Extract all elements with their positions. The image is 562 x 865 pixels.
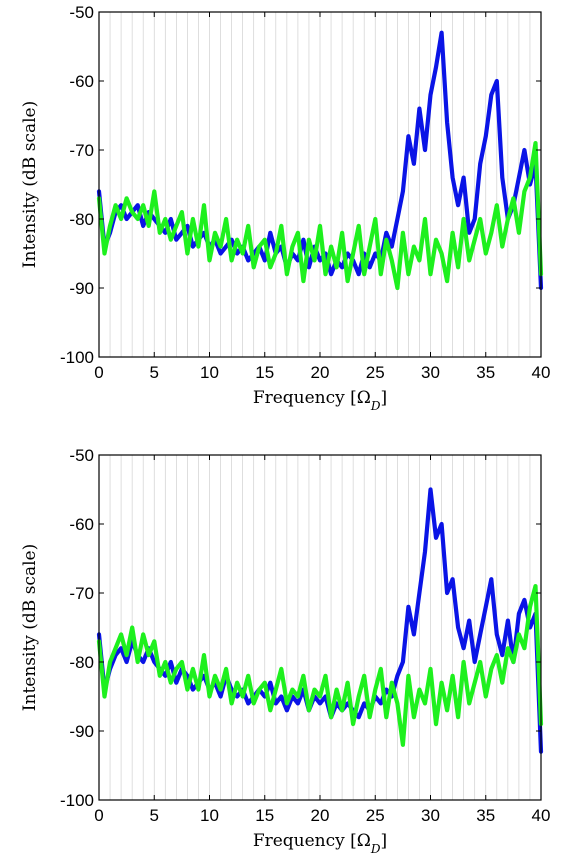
y-axis-label: Intensity (dB scale) <box>20 544 40 711</box>
top-chart-panel: 0 5 10 15 20 25 30 35 40 -100 -90 -80 -70 -60 -50 Frequ… <box>20 3 550 413</box>
x-tick-label: 15 <box>255 806 274 825</box>
green-series-line <box>96 584 544 747</box>
x-tick-label: 30 <box>421 806 440 825</box>
x-tick-label: 40 <box>532 806 551 825</box>
y-tick-label: -80 <box>69 210 94 229</box>
x-tick-label: 20 <box>311 806 330 825</box>
x-tick-label: 10 <box>200 806 219 825</box>
x-axis-label: Frequency [ΩD] <box>253 388 387 413</box>
green-series-line <box>96 141 544 291</box>
x-tick-label: 5 <box>150 806 159 825</box>
y-tick-label: -100 <box>60 348 94 367</box>
y-tick-label: -70 <box>69 584 94 603</box>
x-tick-label: 35 <box>476 363 495 382</box>
y-tick-label: -90 <box>69 279 94 298</box>
x-tick-label: 0 <box>94 806 103 825</box>
blue-series-line <box>96 30 544 291</box>
y-tick-label: -50 <box>69 446 94 465</box>
x-tick-label: 30 <box>421 363 440 382</box>
y-tick-label: -100 <box>60 791 94 810</box>
y-tick-label: -90 <box>69 722 94 741</box>
x-tick-label: 25 <box>366 806 385 825</box>
x-tick-label: 5 <box>150 363 159 382</box>
x-tick-label: 15 <box>255 363 274 382</box>
x-tick-label: 20 <box>311 363 330 382</box>
bottom-chart-panel: 0 5 10 15 20 25 30 35 40 -100 -90 -80 -70 -60 -50 Frequ… <box>20 446 550 856</box>
x-tick-label: 40 <box>532 363 551 382</box>
x-tick-label: 0 <box>94 363 103 382</box>
y-tick-label: -50 <box>69 3 94 22</box>
y-tick-label: -70 <box>69 141 94 160</box>
y-tick-label: -60 <box>69 72 94 91</box>
x-tick-label: 35 <box>476 806 495 825</box>
x-tick-label: 10 <box>200 363 219 382</box>
blue-series-line <box>96 487 544 754</box>
y-tick-label: -80 <box>69 653 94 672</box>
x-axis-label: Frequency [ΩD] <box>253 831 387 856</box>
y-axis-label: Intensity (dB scale) <box>20 101 40 268</box>
y-tick-label: -60 <box>69 515 94 534</box>
x-tick-label: 25 <box>366 363 385 382</box>
